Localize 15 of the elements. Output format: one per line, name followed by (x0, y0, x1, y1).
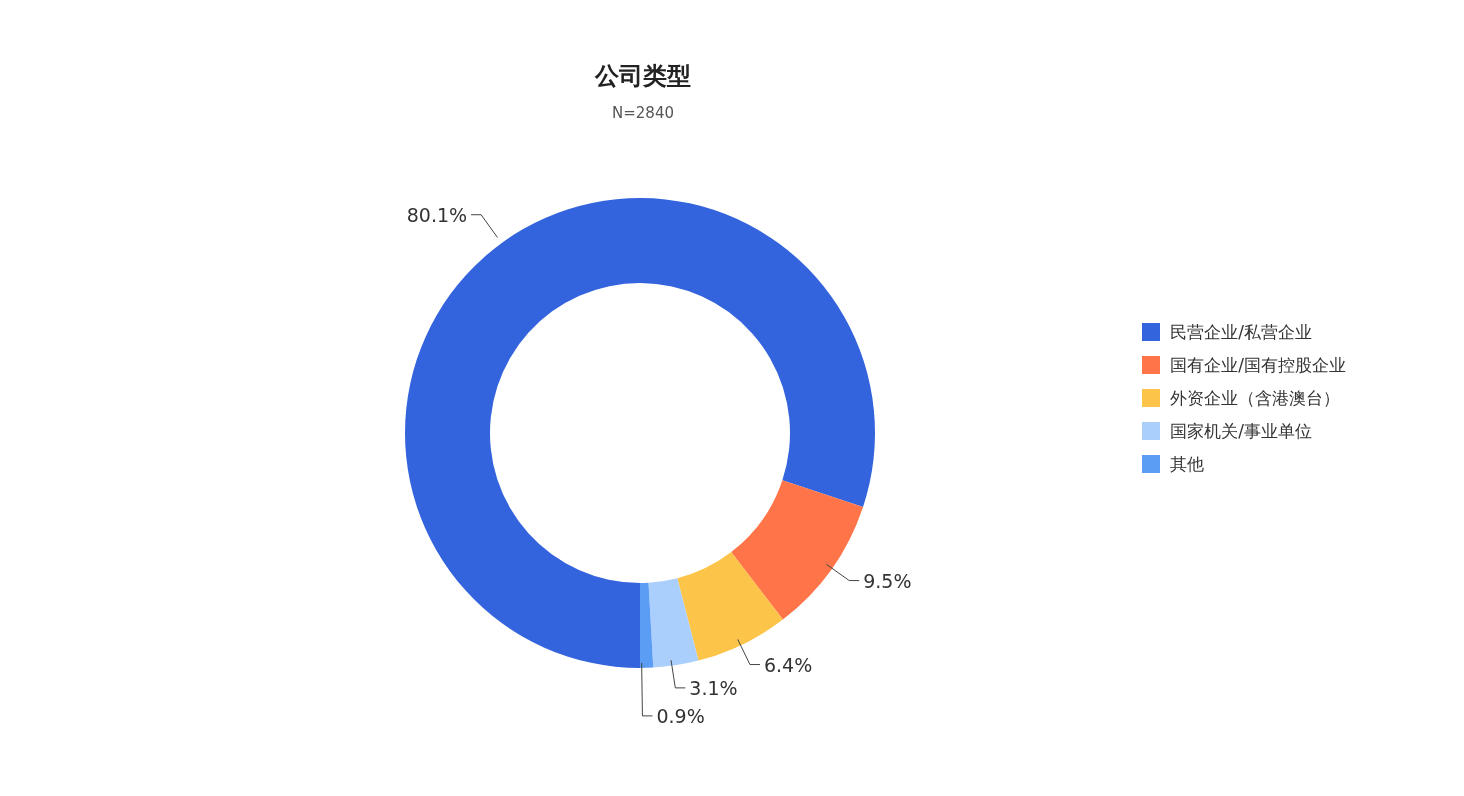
legend-label: 国有企业/国有控股企业 (1170, 353, 1346, 377)
donut-slice (640, 582, 654, 668)
chart-subtitle: N=2840 (611, 104, 675, 122)
data-label: 80.1% (406, 203, 468, 226)
legend-label: 国家机关/事业单位 (1170, 419, 1312, 443)
donut-slice (731, 480, 864, 620)
legend-label: 其他 (1170, 452, 1205, 476)
data-label: 9.5% (863, 569, 912, 592)
data-label: 3.1% (689, 676, 738, 699)
data-label: 0.9% (656, 704, 705, 727)
donut-slice (648, 578, 699, 668)
chart-title: 公司类型 (593, 61, 692, 92)
legend-label: 外资企业（含港澳台） (1170, 386, 1341, 410)
legend-label: 民营企业/私营企业 (1170, 320, 1312, 344)
data-label: 6.4% (763, 653, 813, 676)
